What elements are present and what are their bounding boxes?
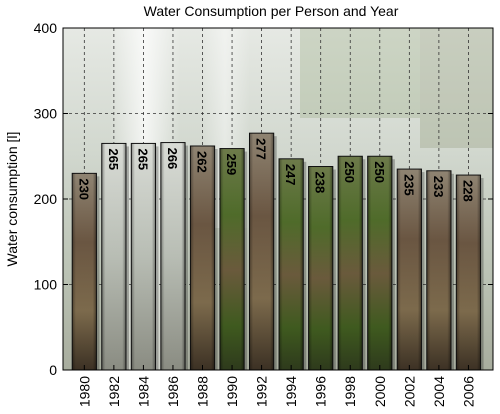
bar-labels: 230 265 265 266 262 259 277 247 238 250 250 235 233 2… bbox=[76, 138, 475, 202]
bar-value-label: 233 bbox=[431, 176, 446, 198]
bar-shading bbox=[367, 156, 392, 370]
x-tick-label: 1982 bbox=[106, 376, 122, 407]
x-tick-label: 1994 bbox=[283, 376, 299, 407]
bar-value-label: 235 bbox=[401, 174, 416, 196]
bar-value-label: 228 bbox=[460, 180, 475, 202]
x-tick-label: 2000 bbox=[372, 376, 388, 407]
x-tick-label: 1986 bbox=[165, 376, 181, 407]
bar-shading bbox=[338, 156, 363, 370]
bar-value-label: 230 bbox=[76, 178, 91, 200]
bar-shading bbox=[101, 143, 126, 370]
bar-shading bbox=[456, 175, 481, 370]
bar-shading bbox=[397, 169, 422, 370]
bar-shading bbox=[131, 143, 156, 370]
bar-value-label: 265 bbox=[135, 148, 150, 170]
y-axis-ticks: 0 100 200 300 400 bbox=[34, 20, 493, 378]
x-tick-label: 2002 bbox=[401, 376, 417, 407]
bar-shading bbox=[279, 158, 304, 370]
bar-value-label: 250 bbox=[372, 161, 387, 183]
x-axis-ticks: 1980 1982 1984 1986 1988 1990 1992 1994 1996 1998… bbox=[76, 365, 476, 407]
y-tick-label: 300 bbox=[34, 106, 58, 122]
x-tick-label: 1984 bbox=[135, 376, 151, 407]
x-tick-label: 1990 bbox=[224, 376, 240, 407]
bar-value-label: 250 bbox=[342, 161, 357, 183]
bar-value-label: 266 bbox=[165, 148, 180, 170]
x-tick-label: 1980 bbox=[76, 376, 92, 407]
bar-value-label: 265 bbox=[106, 148, 121, 170]
bar-value-label: 277 bbox=[254, 138, 269, 160]
bar-shading bbox=[249, 133, 274, 370]
x-tick-label: 1988 bbox=[195, 376, 211, 407]
bar-value-label: 262 bbox=[195, 151, 210, 173]
y-tick-label: 100 bbox=[34, 277, 58, 293]
bar-shading bbox=[72, 173, 97, 370]
x-tick-label: 1998 bbox=[342, 376, 358, 407]
bar-shading bbox=[160, 142, 186, 370]
bar-shading bbox=[308, 166, 333, 370]
y-tick-label: 200 bbox=[34, 191, 58, 207]
bars bbox=[71, 132, 484, 371]
bar-value-label: 238 bbox=[313, 172, 328, 194]
chart-title: Water Consumption per Person and Year bbox=[144, 3, 399, 19]
x-tick-label: 2006 bbox=[460, 376, 476, 407]
bar-shading bbox=[426, 170, 451, 370]
bar-value-label: 259 bbox=[224, 154, 239, 176]
y-axis-title: Water consumption [l] bbox=[4, 132, 20, 267]
x-tick-label: 1992 bbox=[254, 376, 270, 407]
y-tick-label: 0 bbox=[49, 362, 57, 378]
bar-value-label: 247 bbox=[283, 164, 298, 186]
y-tick-label: 400 bbox=[34, 20, 58, 36]
bar-shading bbox=[190, 145, 215, 370]
x-tick-label: 2004 bbox=[431, 376, 447, 407]
bar-shading bbox=[219, 148, 245, 370]
x-tick-label: 1996 bbox=[313, 376, 329, 407]
